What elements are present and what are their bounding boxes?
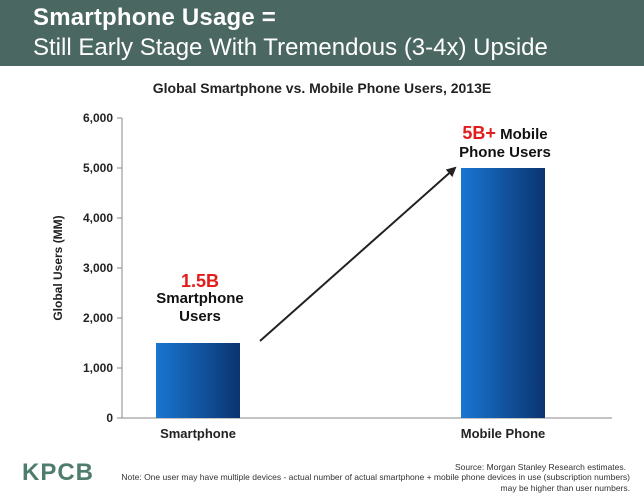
slide-header: Smartphone Usage = Still Early Stage Wit… — [0, 0, 644, 66]
y-tick-label: 2,000 — [83, 311, 113, 325]
y-axis-label: Global Users (MM) — [51, 215, 65, 320]
chart-title: Global Smartphone vs. Mobile Phone Users… — [152, 80, 492, 96]
growth-arrow — [259, 166, 457, 342]
smartphone-value-label: 1.5B — [180, 271, 220, 291]
slide-title: Smartphone Usage = — [33, 4, 277, 31]
x-tick-label: Mobile Phone — [461, 426, 546, 441]
source-note: Source: Morgan Stanley Research estimate… — [454, 462, 626, 472]
y-tick-label: 6,000 — [83, 111, 113, 125]
footnote: Note: One user may have multiple devices… — [121, 472, 630, 493]
y-tick-label: 4,000 — [83, 211, 113, 225]
mobile-annotation: 5B+ Mobile Phone Users — [440, 124, 570, 162]
mobile-annotation-line1: Mobile — [500, 126, 548, 143]
y-tick-label: 0 — [106, 411, 113, 425]
bar-smartphone — [156, 343, 240, 418]
slide-subtitle: Still Early Stage With Tremendous (3-4x)… — [33, 34, 548, 61]
y-tick-label: 3,000 — [83, 261, 113, 275]
y-tick-label: 5,000 — [83, 161, 113, 175]
smartphone-annotation-line2: Users — [179, 308, 221, 325]
mobile-annotation-line2: Phone Users — [459, 144, 551, 161]
y-tick-label: 1,000 — [83, 361, 113, 375]
smartphone-annotation: 1.5B Smartphone Users — [138, 272, 262, 326]
bar-mobile-phone — [461, 168, 545, 418]
smartphone-annotation-line1: Smartphone — [156, 290, 244, 307]
kpcb-logo: KPCB — [22, 459, 95, 486]
x-tick-label: Smartphone — [160, 426, 236, 441]
mobile-value-label: 5B+ — [462, 123, 496, 143]
